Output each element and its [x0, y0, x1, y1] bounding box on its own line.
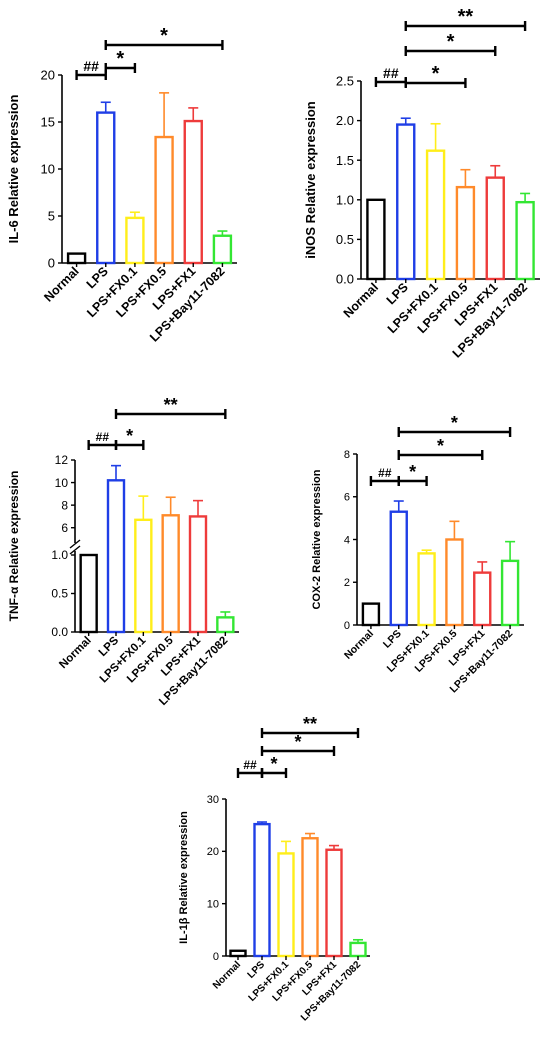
bar [216, 616, 235, 634]
bar [134, 518, 153, 634]
significance-label: * [409, 462, 416, 482]
axis-break-mark [69, 539, 81, 549]
significance-label: * [126, 426, 133, 446]
significance-label: ## [83, 58, 99, 74]
significance-label: ** [164, 395, 178, 415]
y-tick-label: 2 [344, 577, 350, 589]
y-tick-label: 4 [344, 534, 350, 546]
bar [366, 198, 386, 281]
y-tick-label: 0.5 [51, 587, 68, 601]
bar [445, 538, 464, 627]
y-axis-title: TNF-α Relative expression [7, 471, 21, 622]
y-tick-label: 10 [207, 899, 219, 911]
category-label: Normal [342, 628, 376, 662]
bar [212, 234, 233, 265]
y-tick-label: 0 [213, 951, 219, 963]
significance-label: ** [303, 714, 317, 734]
bar [183, 119, 203, 265]
bar [66, 252, 87, 265]
bar [325, 848, 343, 958]
significance-label: * [270, 754, 277, 774]
category-label: Normal [57, 635, 94, 672]
significance-label: ## [383, 65, 399, 81]
y-axis-title: IL-6 Relative expression [6, 95, 21, 244]
bar [277, 852, 295, 958]
y-axis-title: IL-1β Relative expression [178, 811, 190, 944]
tnf-alpha-chart: 0.0 0.5 1.0 6 8 10 12 TNF-α Relative expression… [7, 395, 239, 708]
y-tick-label: 2.0 [336, 113, 354, 128]
y-tick-label: 2.5 [336, 74, 354, 89]
significance-label: * [447, 31, 455, 53]
bar [106, 479, 126, 634]
bar [125, 216, 145, 265]
inos-chart: 0.0 0.5 1.0 1.5 2.0 2.5 iNOS Relative expressi… [303, 6, 540, 361]
y-tick-label: 8 [344, 449, 350, 461]
significance-label: * [116, 48, 124, 70]
bar [229, 949, 247, 958]
bar [500, 559, 520, 627]
y-tick-label: 0 [344, 620, 350, 632]
y-tick-label: 1.0 [336, 192, 354, 207]
y-tick-label: 0.5 [336, 232, 354, 247]
significance-label: * [437, 436, 444, 456]
bar [389, 510, 408, 627]
category-label: LPS [381, 628, 404, 651]
bar [349, 941, 367, 958]
bar [301, 837, 319, 958]
y-tick-label: 1.5 [336, 153, 354, 168]
bar [79, 553, 98, 634]
axis-break-mark [69, 545, 81, 555]
y-tick-label: 0 [48, 256, 55, 271]
y-axis-title: COX-2 Relative expression [311, 469, 323, 609]
bar [154, 135, 174, 265]
y-tick-label: 6 [61, 521, 68, 535]
significance-label: ## [96, 430, 110, 444]
bar [188, 515, 208, 634]
significance-label: * [160, 25, 168, 47]
y-tick-label: 10 [55, 476, 69, 490]
bar [473, 571, 492, 627]
bar [417, 552, 436, 627]
bar [485, 176, 505, 281]
y-tick-label: 5 [48, 209, 55, 224]
bar [361, 602, 381, 627]
y-tick-label: 0.0 [336, 272, 354, 287]
y-tick-label: 8 [61, 498, 68, 512]
bar [425, 149, 446, 281]
y-tick-label: 0.0 [51, 625, 68, 639]
significance-label: * [432, 63, 440, 85]
y-tick-label: 15 [41, 115, 55, 130]
category-label: LPS [97, 634, 122, 659]
significance-label: ## [378, 466, 392, 480]
y-tick-label: 20 [41, 68, 55, 83]
significance-label: ** [458, 6, 474, 28]
y-tick-label: 12 [55, 453, 69, 467]
significance-label: * [451, 413, 458, 433]
bar [396, 123, 416, 281]
bar [515, 200, 535, 281]
y-tick-label: 10 [41, 162, 55, 177]
y-tick-label: 20 [207, 846, 219, 858]
category-label: Normal [211, 959, 243, 991]
bar [455, 185, 476, 281]
y-tick-label: 30 [207, 794, 219, 806]
significance-label: ## [243, 758, 257, 772]
bar [253, 822, 271, 958]
y-tick-label: 6 [344, 492, 350, 504]
bar [96, 111, 116, 265]
y-axis-title: iNOS Relative expression [303, 101, 318, 259]
significance-label: * [294, 732, 301, 752]
bar [161, 514, 180, 634]
y-tick-label: 1.0 [51, 548, 68, 562]
